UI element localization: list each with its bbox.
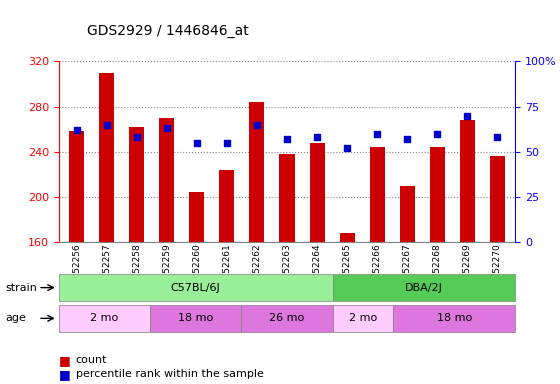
Bar (489, 156, 505, 242)
Text: 2 mo: 2 mo (349, 313, 377, 323)
Point (403, 136, 412, 142)
Bar (189, 192, 204, 242)
Point (282, 136, 291, 142)
Bar (249, 102, 264, 242)
Point (372, 131, 381, 137)
Point (343, 145, 352, 151)
Text: C57BL/6J: C57BL/6J (171, 283, 221, 293)
Bar (339, 233, 354, 242)
Bar (99, 73, 114, 242)
Text: ■: ■ (59, 368, 71, 381)
Text: ■: ■ (59, 354, 71, 367)
Bar (310, 143, 325, 242)
Bar (279, 154, 295, 242)
Point (463, 113, 472, 119)
Bar (69, 131, 85, 242)
Point (72, 127, 81, 133)
Point (193, 140, 202, 146)
Text: count: count (76, 355, 107, 365)
Bar (160, 118, 174, 242)
Point (132, 134, 141, 140)
Bar (370, 147, 385, 242)
Bar (220, 170, 235, 242)
Point (102, 121, 111, 127)
Bar (430, 147, 445, 242)
Point (222, 140, 231, 146)
Text: GDS2929 / 1446846_at: GDS2929 / 1446846_at (87, 25, 249, 38)
Text: 2 mo: 2 mo (90, 313, 119, 323)
Text: 18 mo: 18 mo (178, 313, 213, 323)
Bar (460, 120, 475, 242)
Point (253, 121, 262, 127)
Text: age: age (6, 313, 26, 323)
Point (493, 134, 502, 140)
Text: strain: strain (6, 283, 38, 293)
Point (433, 131, 442, 137)
Text: 18 mo: 18 mo (437, 313, 472, 323)
Text: DBA/2J: DBA/2J (405, 283, 443, 293)
Bar (129, 127, 144, 242)
Point (162, 125, 171, 131)
Bar (400, 185, 414, 242)
Text: percentile rank within the sample: percentile rank within the sample (76, 369, 263, 379)
Text: 26 mo: 26 mo (269, 313, 305, 323)
Point (312, 134, 321, 140)
